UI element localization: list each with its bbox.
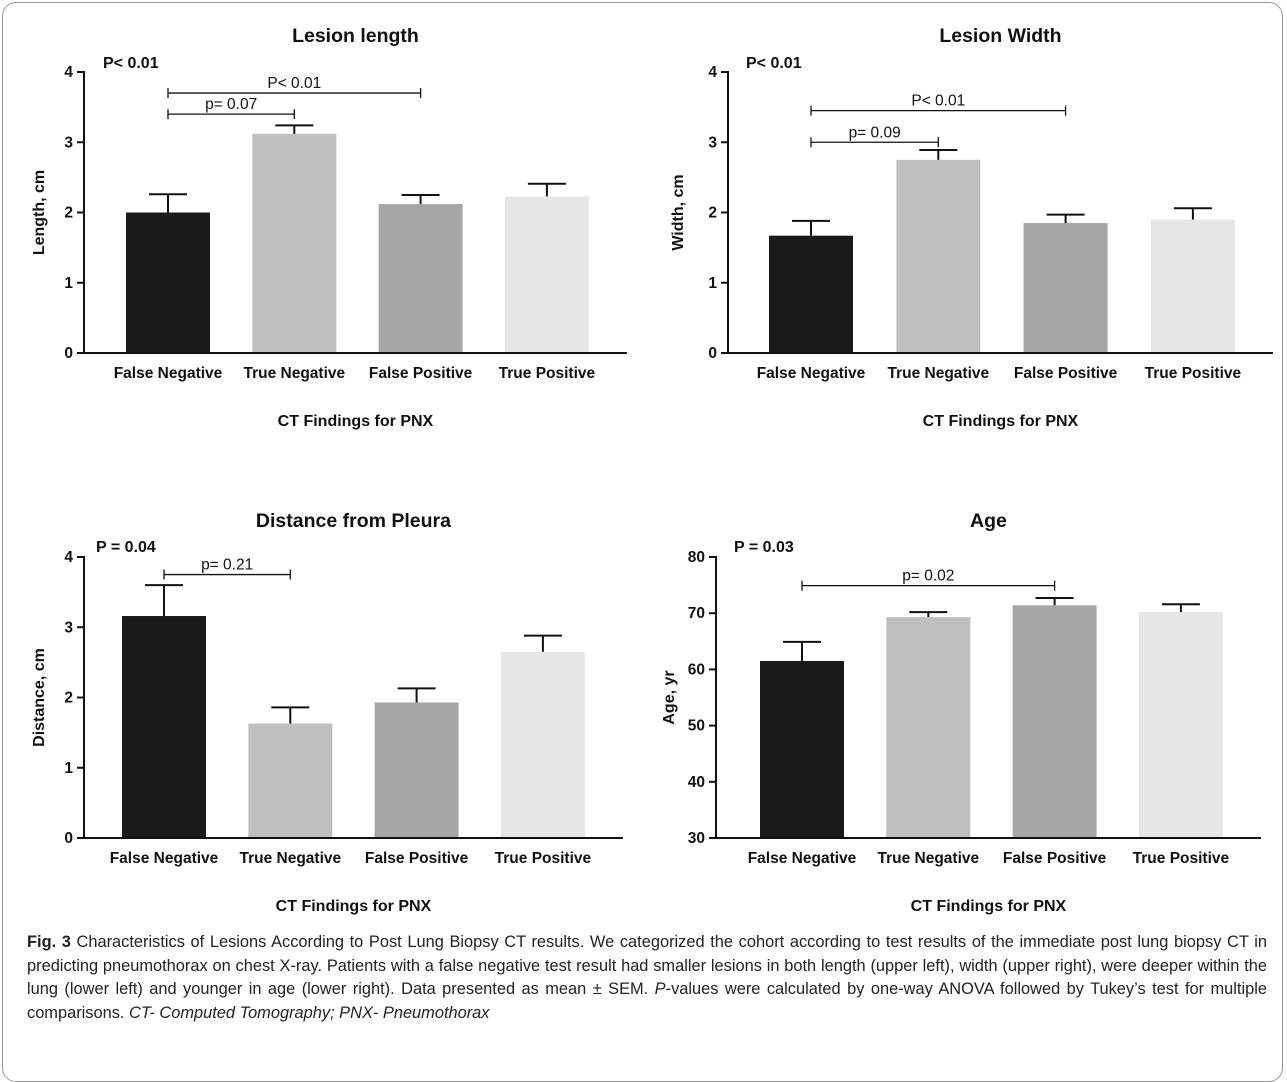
bar-false-negative [760, 660, 844, 838]
y-axis-label: Distance, cm [31, 648, 48, 747]
bracket-p-label: p= 0.09 [849, 124, 901, 141]
bar-false-negative [122, 616, 206, 838]
figure-canvas: Lesion length P< 0.01 0 1 2 3 4 False Negative T… [31, 25, 1273, 915]
y-tick-label: 0 [64, 830, 73, 847]
x-tick-label: True Negative [239, 850, 341, 867]
y-tick-label: 60 [688, 661, 705, 678]
bar-true-negative [886, 617, 971, 838]
x-tick-label: False Positive [1014, 365, 1118, 382]
y-tick-label: 40 [688, 774, 705, 791]
y-tick-label: 0 [708, 345, 717, 362]
y-axis-label: Age, yr [661, 670, 678, 724]
x-tick-label: False Negative [748, 850, 857, 867]
chart-title: Age [970, 510, 1007, 532]
caption-label: Fig. 3 [27, 933, 71, 951]
y-tick-label: 2 [64, 205, 73, 222]
x-axis-label: CT Findings for PNX [923, 413, 1079, 430]
y-tick-label: 4 [64, 64, 73, 81]
bar-false-positive [378, 204, 463, 353]
x-tick-label: True Positive [495, 850, 592, 867]
bar-true-negative [896, 159, 981, 353]
y-tick-label: 70 [688, 605, 705, 622]
x-tick-label: True Positive [1133, 850, 1230, 867]
x-tick-label: True Positive [499, 365, 596, 382]
y-tick-label: 3 [708, 134, 717, 151]
bar-false-positive [1012, 605, 1097, 838]
y-tick-label: 3 [64, 619, 73, 636]
x-tick-label: False Negative [110, 850, 219, 867]
chart-title: Lesion Width [939, 25, 1061, 47]
chart-title: Lesion length [292, 25, 419, 47]
overall-p-value: P< 0.01 [103, 55, 159, 72]
bar-true-negative [248, 723, 333, 838]
y-tick-label: 1 [64, 275, 73, 292]
y-tick-label: 1 [64, 760, 73, 777]
chart-title: Distance from Pleura [256, 510, 451, 532]
x-tick-label: True Positive [1145, 365, 1242, 382]
x-tick-label: False Negative [114, 365, 223, 382]
bracket-p-label: P< 0.01 [911, 93, 965, 110]
bar-true-positive [1138, 612, 1223, 838]
caption-abbreviations: CT- Computed Tomography; PNX- Pneumothor… [129, 1003, 490, 1022]
y-tick-label: 2 [708, 205, 717, 222]
x-axis-label: CT Findings for PNX [278, 413, 434, 430]
x-tick-label: False Positive [1003, 850, 1107, 867]
bracket-p-label: p= 0.07 [205, 96, 257, 113]
overall-p-value: P = 0.03 [734, 539, 794, 556]
bar-true-positive [1150, 219, 1235, 353]
x-axis-label: CT Findings for PNX [276, 898, 432, 915]
bar-false-positive [374, 702, 459, 838]
bar-false-positive [1023, 223, 1108, 353]
y-tick-label: 3 [64, 134, 73, 151]
caption-text: Characteristics of Lesions According to … [27, 933, 1267, 998]
x-tick-label: False Positive [365, 850, 469, 867]
y-axis-label: Width, cm [670, 174, 687, 250]
y-tick-label: 4 [64, 549, 73, 566]
y-tick-label: 80 [688, 549, 705, 566]
overall-p-value: P< 0.01 [746, 55, 802, 72]
y-tick-label: 4 [708, 64, 717, 81]
x-tick-label: False Negative [757, 365, 866, 382]
bar-true-positive [500, 651, 585, 838]
y-tick-label: 2 [64, 690, 73, 707]
bracket-p-label: p= 0.21 [201, 557, 253, 574]
caption-p-italic: P [654, 980, 666, 998]
bracket-p-label: P< 0.01 [267, 75, 321, 92]
bar-false-negative [769, 235, 853, 353]
figure-caption: Fig. 3 Characteristics of Lesions Accord… [27, 931, 1267, 1025]
bar-true-negative [252, 133, 337, 353]
x-tick-label: True Negative [887, 365, 989, 382]
x-axis-label: CT Findings for PNX [911, 898, 1067, 915]
y-tick-label: 1 [708, 275, 717, 292]
caption-tail: -values were calculated by one-way ANOVA… [27, 980, 1267, 1022]
y-tick-label: 0 [64, 345, 73, 362]
y-tick-label: 50 [688, 718, 705, 735]
y-tick-label: 30 [688, 830, 705, 847]
y-axis-label: Length, cm [31, 170, 48, 255]
overall-p-value: P = 0.04 [96, 539, 156, 556]
bracket-p-label: p= 0.02 [902, 568, 954, 585]
bar-false-negative [126, 212, 210, 353]
x-tick-label: False Positive [369, 365, 473, 382]
x-tick-label: True Negative [243, 365, 345, 382]
bar-true-positive [504, 196, 589, 353]
x-tick-label: True Negative [877, 850, 979, 867]
